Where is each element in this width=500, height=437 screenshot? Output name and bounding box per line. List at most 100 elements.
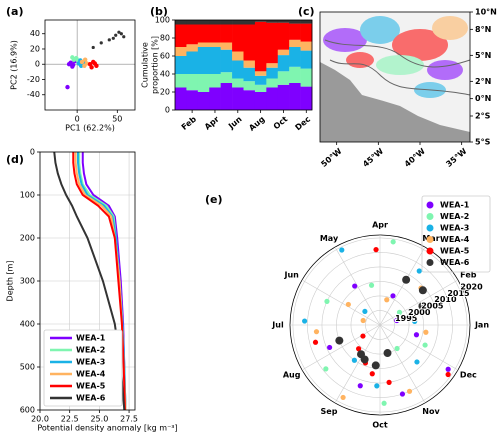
y-tick-label: 0 (165, 106, 170, 115)
point (111, 36, 115, 40)
point (445, 371, 451, 378)
bar-segment (289, 66, 301, 83)
r-tick-label: 2005 (421, 302, 444, 311)
grid-ring (365, 310, 395, 340)
bar-segment (220, 83, 233, 110)
theta-label: Jul (271, 321, 284, 330)
legend-label: WEA-2 (440, 212, 469, 221)
theta-label: Nov (422, 407, 440, 416)
point (313, 329, 320, 335)
point (360, 333, 366, 339)
y-tick-label: 2°S (475, 112, 491, 121)
bar-segment (289, 39, 301, 47)
point (114, 33, 118, 37)
grid-ring (350, 295, 410, 355)
y-tick-label: 8°N (475, 25, 491, 34)
point (119, 32, 123, 36)
point (390, 293, 396, 299)
legend-label: WEA-4 (440, 235, 470, 244)
grid-ring (292, 237, 468, 413)
r-tick-label: 2020 (460, 283, 483, 292)
point (82, 63, 87, 68)
y-tick-label: 80 (160, 34, 170, 43)
x-axis-label: Potential density anomaly [kg m⁻³] (37, 424, 177, 433)
x-tick-label: Jun (226, 114, 244, 131)
r-tick-label: 1995 (395, 314, 418, 323)
theta-label: Dec (460, 371, 477, 380)
point (340, 394, 346, 401)
point (107, 38, 111, 42)
point (79, 59, 85, 65)
bar-segment (254, 20, 267, 22)
x-tick-label: 0 (75, 115, 80, 124)
y-tick-label: 40 (30, 29, 40, 38)
bar-segment (220, 49, 233, 73)
x-tick-label: 22.5 (61, 415, 79, 424)
x-tick-label: Aug (247, 114, 266, 132)
grid-ring (321, 266, 439, 384)
bar-segment (243, 20, 256, 25)
spoke (379, 246, 426, 326)
bar-segment (300, 68, 313, 87)
point (373, 247, 379, 253)
map-frame (319, 11, 471, 143)
point (82, 57, 88, 62)
point (416, 268, 422, 274)
frame (39, 151, 136, 411)
grid-ring (307, 252, 453, 398)
y-tick-label: 10°N (475, 8, 497, 17)
legend-swatch (426, 247, 434, 255)
panel-label: (a) (6, 5, 23, 18)
point (89, 65, 94, 70)
y-axis-label: proportion [%] (151, 36, 160, 94)
bar-segment (266, 63, 279, 68)
y-tick-label: 60 (160, 52, 170, 61)
bar-segment (186, 20, 199, 25)
r-tick-label: 2010 (434, 295, 457, 304)
theta-label: Jun (283, 271, 299, 280)
bar-segment (277, 55, 290, 72)
y-tick-label: 40 (160, 70, 170, 79)
theta-label: Apr (372, 221, 388, 230)
bar-segment (197, 24, 210, 43)
point (418, 286, 427, 295)
bar-segment (220, 72, 233, 83)
x-tick-label: 50°W (319, 146, 343, 168)
x-tick-label: 20.0 (31, 415, 49, 424)
legend-label: WEA-2 (76, 346, 105, 355)
panel-label: (e) (205, 193, 223, 206)
bar-segment (289, 23, 301, 40)
panel-label: (c) (298, 5, 315, 18)
bar-segment (209, 20, 221, 25)
bar-segment (220, 42, 233, 50)
bar-segment (243, 60, 256, 68)
r-tick-label: 2000 (408, 308, 431, 317)
bar-segment (186, 51, 199, 74)
y-axis-label: Depth [m] (6, 261, 15, 302)
point (323, 366, 329, 372)
x-axis-label: PC1 (62.2%) (65, 124, 115, 133)
bar-segment (197, 74, 210, 92)
theta-label: Oct (372, 421, 388, 430)
x-tick-label: 25.0 (90, 415, 108, 424)
y-tick-label: 0°N (475, 94, 491, 103)
point (360, 355, 369, 364)
map-contour (329, 59, 471, 96)
bar-segment (266, 67, 279, 79)
x-tick-label: Apr (203, 115, 221, 132)
bar-segment (243, 81, 256, 91)
frame (44, 19, 136, 111)
spoke (379, 324, 459, 371)
grid-ring (336, 281, 424, 369)
bar-segment (300, 41, 313, 51)
point (396, 309, 403, 315)
legend-box (421, 195, 491, 273)
bar-segment (243, 90, 256, 110)
point (65, 84, 70, 90)
bar-segment (232, 24, 244, 52)
bar-segment (266, 22, 279, 64)
bar-segment (197, 20, 210, 25)
panel-label: (b) (150, 5, 168, 18)
x-tick-label: 35°W (444, 146, 468, 168)
